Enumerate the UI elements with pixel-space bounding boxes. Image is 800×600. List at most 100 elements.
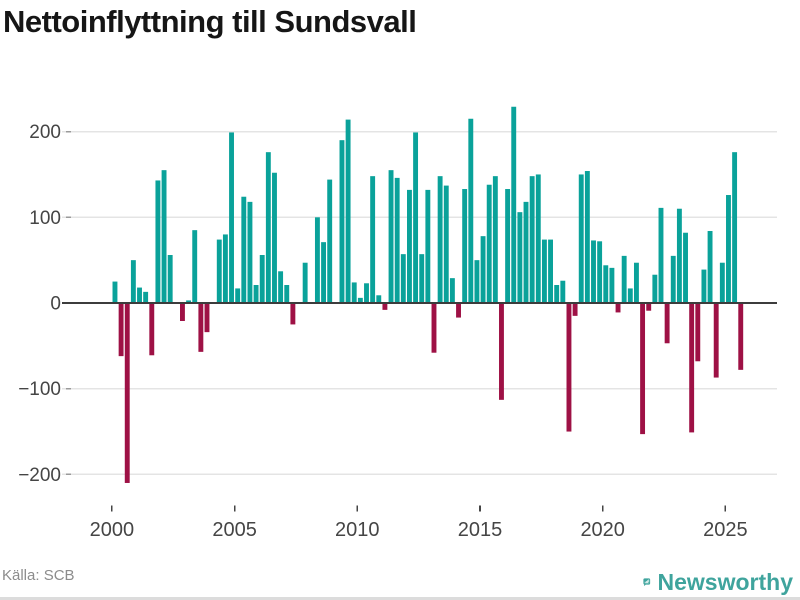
- bar-2001-q3: [149, 303, 155, 356]
- bar-2002-q4: [180, 303, 185, 321]
- bar-2007-q4: [302, 262, 308, 303]
- bar-2017-q4: [548, 239, 553, 303]
- source-attribution: Källa: SCB: [2, 567, 75, 584]
- bar-2001-q1: [137, 287, 142, 303]
- bar-2000-q3: [124, 303, 130, 483]
- bar-2005-q4: [253, 285, 259, 303]
- bar-2016-q1: [505, 189, 511, 303]
- x-tick-label-2025: 2025: [703, 519, 748, 541]
- y-tick-label-100: 100: [29, 208, 61, 229]
- bar-2018-q1: [554, 285, 560, 303]
- bar-2016-q4: [523, 201, 529, 303]
- bar-2003-q2: [192, 230, 198, 303]
- bar-2025-q1: [726, 195, 731, 303]
- bar-2002-q1: [161, 170, 167, 303]
- bar-2012-q2: [413, 132, 419, 303]
- bar-2000-q2: [118, 303, 124, 357]
- bar-2006-q4: [278, 271, 284, 303]
- x-tick-label-2020: 2020: [580, 519, 625, 541]
- x-tick-label-2015: 2015: [458, 519, 503, 541]
- bar-2008-q3: [321, 242, 327, 303]
- bar-2000-q1: [112, 281, 118, 303]
- bar-2018-q4: [572, 303, 578, 316]
- bar-2001-q4: [155, 180, 161, 303]
- bar-2017-q2: [535, 174, 541, 303]
- bar-2019-q3: [591, 240, 596, 303]
- bar-2020-q1: [603, 265, 609, 303]
- bar-2013-q3: [443, 185, 449, 303]
- y-tick-label-200: 200: [29, 122, 61, 143]
- bar-2012-q1: [407, 189, 412, 303]
- bar-2007-q2: [290, 303, 296, 325]
- bar-2013-q4: [449, 278, 455, 303]
- bar-2002-q2: [167, 255, 173, 303]
- bar-2012-q3: [419, 254, 425, 303]
- bar-2009-q3: [345, 119, 351, 303]
- bar-2015-q4: [499, 303, 504, 400]
- bar-2008-q4: [327, 179, 333, 303]
- bar-2005-q1: [235, 288, 241, 303]
- bar-2006-q1: [259, 255, 265, 303]
- bar-2003-q4: [204, 303, 210, 333]
- bar-2011-q2: [388, 170, 394, 303]
- y-tick-label-0: 0: [50, 294, 61, 315]
- bar-2024-q3: [713, 303, 719, 378]
- bar-2005-q3: [247, 201, 253, 303]
- x-tick-label-2005: 2005: [212, 519, 257, 541]
- bar-2019-q4: [597, 241, 603, 303]
- bar-2011-q3: [394, 177, 400, 303]
- bar-2009-q4: [351, 282, 357, 303]
- bar-2018-q2: [560, 280, 566, 303]
- bar-2010-q4: [376, 295, 382, 303]
- bar-2011-q1: [382, 303, 388, 310]
- bar-2010-q2: [364, 283, 369, 303]
- bar-2013-q2: [437, 176, 443, 303]
- bar-2014-q3: [468, 118, 474, 303]
- bar-2013-q1: [431, 303, 437, 353]
- bar-2006-q2: [265, 152, 271, 303]
- bar-2006-q3: [272, 172, 277, 303]
- bar-2004-q2: [216, 239, 222, 303]
- bar-2023-q3: [689, 303, 695, 433]
- bar-2014-q1: [456, 303, 461, 318]
- newsworthy-logo-link[interactable]: Newsworthy: [643, 565, 793, 599]
- bar-2008-q2: [314, 217, 320, 303]
- bar-2012-q4: [425, 189, 431, 303]
- bar-2022-q3: [664, 303, 670, 344]
- bar-2024-q1: [701, 269, 707, 303]
- bar-2025-q2: [732, 152, 738, 303]
- x-tick-label-2010: 2010: [335, 519, 380, 541]
- bar-2023-q4: [695, 303, 701, 362]
- bar-2001-q2: [143, 291, 149, 303]
- bar-2014-q2: [462, 189, 468, 303]
- bar-2007-q1: [284, 285, 290, 303]
- bar-2018-q3: [566, 303, 572, 432]
- bar-2024-q4: [719, 262, 725, 303]
- bar-2022-q1: [652, 274, 658, 303]
- bar-2022-q4: [670, 255, 676, 303]
- bar-2021-q1: [627, 288, 633, 303]
- chart-title: Nettoinflyttning till Sundsvall: [3, 4, 417, 39]
- bar-2016-q2: [511, 106, 517, 303]
- y-tick-label--100: −100: [18, 379, 61, 400]
- bar-2020-q3: [615, 303, 621, 313]
- bar-2021-q2: [633, 262, 639, 303]
- bar-2020-q2: [609, 267, 615, 303]
- bar-2025-q3: [738, 303, 744, 370]
- bar-2010-q3: [370, 176, 376, 303]
- bar-2011-q4: [400, 254, 406, 303]
- bar-2019-q1: [578, 174, 584, 303]
- bar-2019-q2: [584, 171, 590, 303]
- x-tick-label-2000: 2000: [90, 519, 135, 541]
- bar-2003-q1: [186, 300, 192, 303]
- bar-2023-q1: [676, 208, 682, 303]
- bar-2000-q4: [130, 260, 136, 303]
- newsworthy-speech-bubble-bar-chart-icon: [643, 578, 651, 587]
- y-tick-label--200: −200: [18, 465, 61, 486]
- bar-2003-q3: [198, 303, 204, 352]
- bar-2014-q4: [474, 260, 480, 303]
- bar-2017-q3: [541, 239, 547, 303]
- bar-2021-q3: [640, 303, 646, 435]
